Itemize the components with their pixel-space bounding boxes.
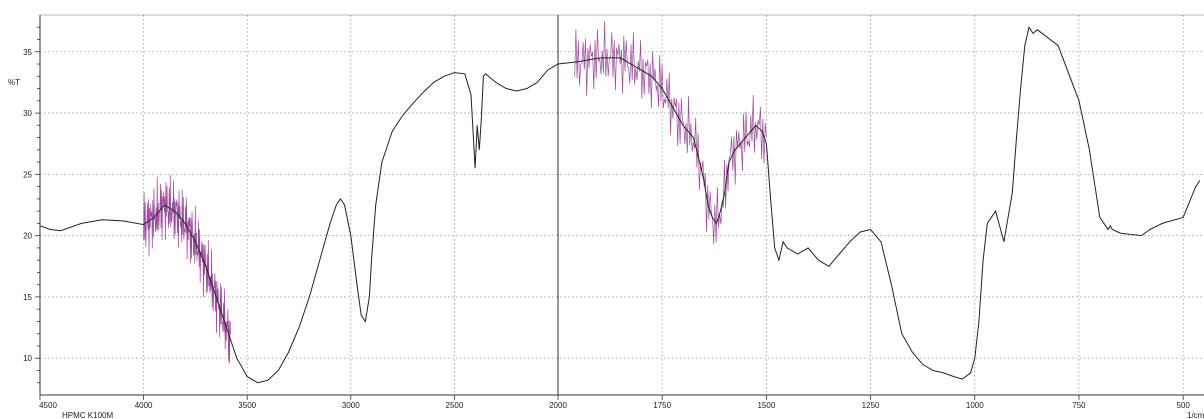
x-tick-label: 1000	[966, 401, 984, 410]
spectrum-line	[39, 26, 1201, 384]
axes	[35, 14, 1204, 400]
y-tick-labels: 10 15 20 25 30 35	[23, 48, 32, 363]
grid	[40, 15, 1204, 395]
x-tick-label: 1500	[757, 401, 775, 410]
x-tick-label: 4000	[135, 401, 153, 410]
series-layer	[39, 26, 1201, 384]
sample-label: HPMC K100M	[62, 411, 113, 419]
x-tick-label: 1250	[862, 401, 880, 410]
x-axis-unit-label: 1/cm	[1187, 411, 1204, 419]
y-tick-label: 15	[23, 293, 32, 302]
y-tick-label: 20	[23, 232, 32, 241]
x-tick-label: 500	[1176, 401, 1190, 410]
y-tick-label: 35	[23, 48, 32, 57]
x-tick-label: 2000	[549, 401, 567, 410]
x-tick-label: 2500	[446, 401, 464, 410]
y-tick-label: 25	[23, 170, 32, 179]
x-tick-label: 4500	[39, 401, 57, 410]
x-tick-label: 3500	[238, 401, 256, 410]
x-tick-label: 3000	[342, 401, 360, 410]
y-tick-label: 10	[23, 354, 32, 363]
x-tick-label: 1750	[653, 401, 671, 410]
x-tick-labels: 4500 4000 3500 3000 2500 2000 1750 1500 1250 1000…	[39, 401, 1190, 410]
x-tick-label: 750	[1072, 401, 1086, 410]
y-axis-label: %T	[8, 78, 20, 87]
y-tick-label: 30	[23, 109, 32, 118]
